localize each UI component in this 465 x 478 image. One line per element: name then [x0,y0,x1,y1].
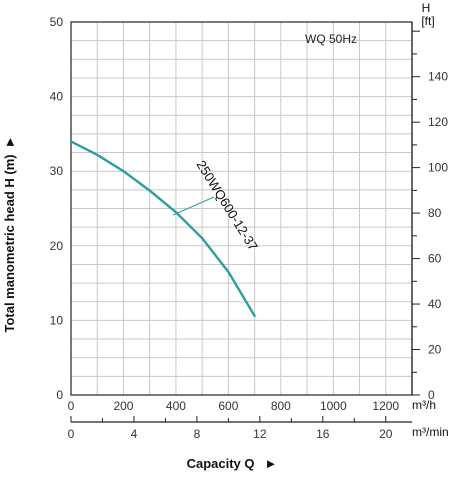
right-axis-unit-ft: [ft] [421,14,434,28]
x-tick-label-m3h: 1000 [320,399,347,413]
y-tick-label: 40 [50,90,64,104]
curve-label-leader [172,196,215,216]
y-tick-label: 0 [56,388,63,402]
svg-text:Total manometric head H (m)►: Total manometric head H (m) ► [2,135,17,332]
data-point [70,140,72,143]
y-tick-label: 20 [50,239,64,253]
x-axis-title-text: Capacity Q [187,456,255,471]
ft-tick-label: 60 [428,252,442,266]
right-ft-axis: 0 20 40 60 80 100 120 140 [411,22,448,402]
data-point [122,170,125,172]
x-tick-label-m3min: 4 [131,427,138,441]
x-axis-title: Capacity Q ► [187,456,278,471]
x-tick-label-m3h: 0 [68,399,75,413]
data-point [175,211,177,214]
x-tick-label-m3h: 600 [218,399,238,413]
y-tick-label: 50 [50,15,64,29]
ft-tick-label: 140 [428,70,448,84]
data-point [201,237,203,240]
x-tick-label-m3min: 12 [253,427,267,441]
ft-tick-label: 40 [428,297,442,311]
grid [71,22,412,395]
x-tick-label-m3min: 8 [194,427,201,441]
series-group: 250WQ600-12-37 [69,140,261,318]
y-axis-arrow: ► [2,135,17,148]
ft-tick-label: 80 [428,206,442,220]
ft-tick-label: 20 [428,343,442,357]
ft-tick-label: 120 [428,115,448,129]
ft-tick-label: 0 [428,388,435,402]
right-axis-unit-h: H [422,1,431,15]
x-tick-label-m3min: 20 [379,427,393,441]
y-axis-title-text: Total manometric head H (m) [2,154,17,332]
x-tick-label-m3h: 200 [113,399,133,413]
ft-tick-label: 100 [428,161,448,175]
x-tick-label-m3h: 400 [166,399,186,413]
series-line [69,140,256,318]
left-y-axis-ticks: 0 10 20 30 40 50 [50,15,64,402]
data-point [96,153,99,156]
chart-title: WQ 50Hz [305,32,357,46]
y-tick-label: 10 [50,313,64,327]
x-axis-unit-m3min: m³/min [412,425,449,439]
x-tick-label-m3h: 800 [271,399,291,413]
y-tick-label: 30 [50,164,64,178]
x-tick-label-m3h: 1200 [372,399,399,413]
data-point [227,271,230,273]
x-tick-label-m3min: 0 [68,427,75,441]
x-axis-unit-m3h: m³/h [412,398,436,412]
x-tick-label-m3min: 16 [316,427,330,441]
data-point [253,315,256,317]
data-point [148,189,151,192]
y-axis-title: Total manometric head H (m) ► [2,135,17,332]
bottom-axes: 0 200 400 600 800 1000 1200 0 4 8 12 16 20 [68,399,412,441]
x-axis-arrow: ► [265,456,278,471]
